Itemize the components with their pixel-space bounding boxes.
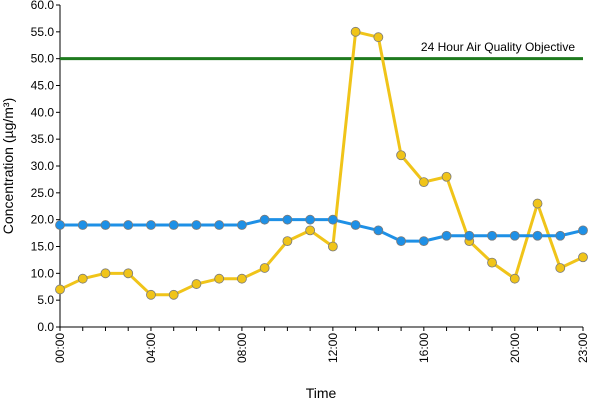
data-point	[123, 220, 134, 230]
data-point	[578, 225, 588, 236]
data-point	[168, 289, 179, 300]
data-point	[487, 230, 497, 241]
data-point	[373, 32, 384, 43]
data-point	[77, 273, 88, 284]
data-point	[305, 214, 316, 225]
y-tick-label: 15.0	[31, 240, 55, 254]
reference-line-group: 24 Hour Air Quality Objective	[60, 40, 583, 61]
data-point	[168, 220, 179, 230]
data-point	[396, 236, 406, 247]
x-tick-label: 12:00	[326, 333, 340, 363]
x-axis-ticks: 00:00 04:00 08:00 12:00 16:00 20:00 23:00	[53, 327, 590, 363]
data-point	[214, 273, 225, 284]
data-point	[305, 225, 316, 236]
data-point	[237, 220, 247, 230]
data-point	[396, 150, 406, 161]
data-point	[282, 214, 293, 225]
data-point	[237, 273, 247, 284]
x-tick-label: 08:00	[235, 333, 249, 363]
data-point	[441, 230, 452, 241]
y-tick-label: 60.0	[31, 0, 55, 12]
data-point	[509, 230, 520, 241]
y-tick-label: 55.0	[31, 25, 55, 39]
data-point	[418, 236, 429, 247]
y-tick-label: 30.0	[31, 159, 55, 173]
x-tick-label: 00:00	[53, 333, 67, 363]
data-point	[100, 268, 111, 279]
data-point	[214, 220, 225, 230]
data-point	[373, 225, 384, 236]
x-tick-label: 16:00	[417, 333, 431, 363]
data-point	[532, 230, 543, 241]
series-group	[55, 26, 588, 300]
data-point	[327, 241, 338, 252]
y-tick-label: 5.0	[37, 293, 54, 307]
data-point	[282, 236, 293, 247]
data-point	[487, 257, 497, 268]
data-point	[555, 230, 566, 241]
data-point	[350, 220, 361, 230]
series-line	[59, 30, 584, 297]
series-1	[55, 214, 588, 247]
y-tick-label: 35.0	[31, 132, 55, 146]
y-axis-title: Concentration (µg/m³)	[0, 98, 16, 234]
data-point	[191, 279, 202, 289]
data-point	[55, 284, 65, 295]
data-point	[350, 26, 361, 37]
y-tick-label: 0.0	[37, 320, 54, 334]
data-point	[146, 220, 156, 230]
data-point	[509, 273, 520, 284]
y-tick-label: 20.0	[31, 213, 55, 227]
data-point	[191, 220, 202, 230]
data-point	[259, 214, 270, 225]
y-axis-ticks: 0.0 5.0 10.0 15.0 20.0 25.0 30.0 35.0 40.0 45.0 50…	[31, 0, 60, 334]
x-tick-label: 04:00	[144, 333, 158, 363]
x-axis-title: Time	[306, 385, 337, 400]
data-point	[555, 263, 566, 273]
x-tick-label: 20:00	[508, 333, 522, 363]
data-point	[418, 177, 429, 188]
data-point	[123, 268, 134, 279]
y-tick-label: 25.0	[31, 186, 55, 200]
data-point	[77, 220, 88, 230]
data-point	[578, 252, 588, 263]
series-0	[55, 26, 588, 300]
y-tick-label: 40.0	[31, 105, 55, 119]
data-point	[441, 171, 452, 182]
data-point	[327, 214, 338, 225]
y-tick-label: 10.0	[31, 266, 55, 280]
data-point	[100, 220, 111, 230]
data-point	[259, 263, 270, 273]
reference-line-label: 24 Hour Air Quality Objective	[421, 40, 575, 54]
x-tick-label: 23:00	[576, 333, 590, 363]
data-point	[55, 220, 65, 230]
data-point	[146, 289, 156, 300]
data-point	[532, 198, 543, 209]
y-tick-label: 45.0	[31, 79, 55, 93]
data-point	[464, 230, 475, 241]
y-tick-label: 50.0	[31, 52, 55, 66]
